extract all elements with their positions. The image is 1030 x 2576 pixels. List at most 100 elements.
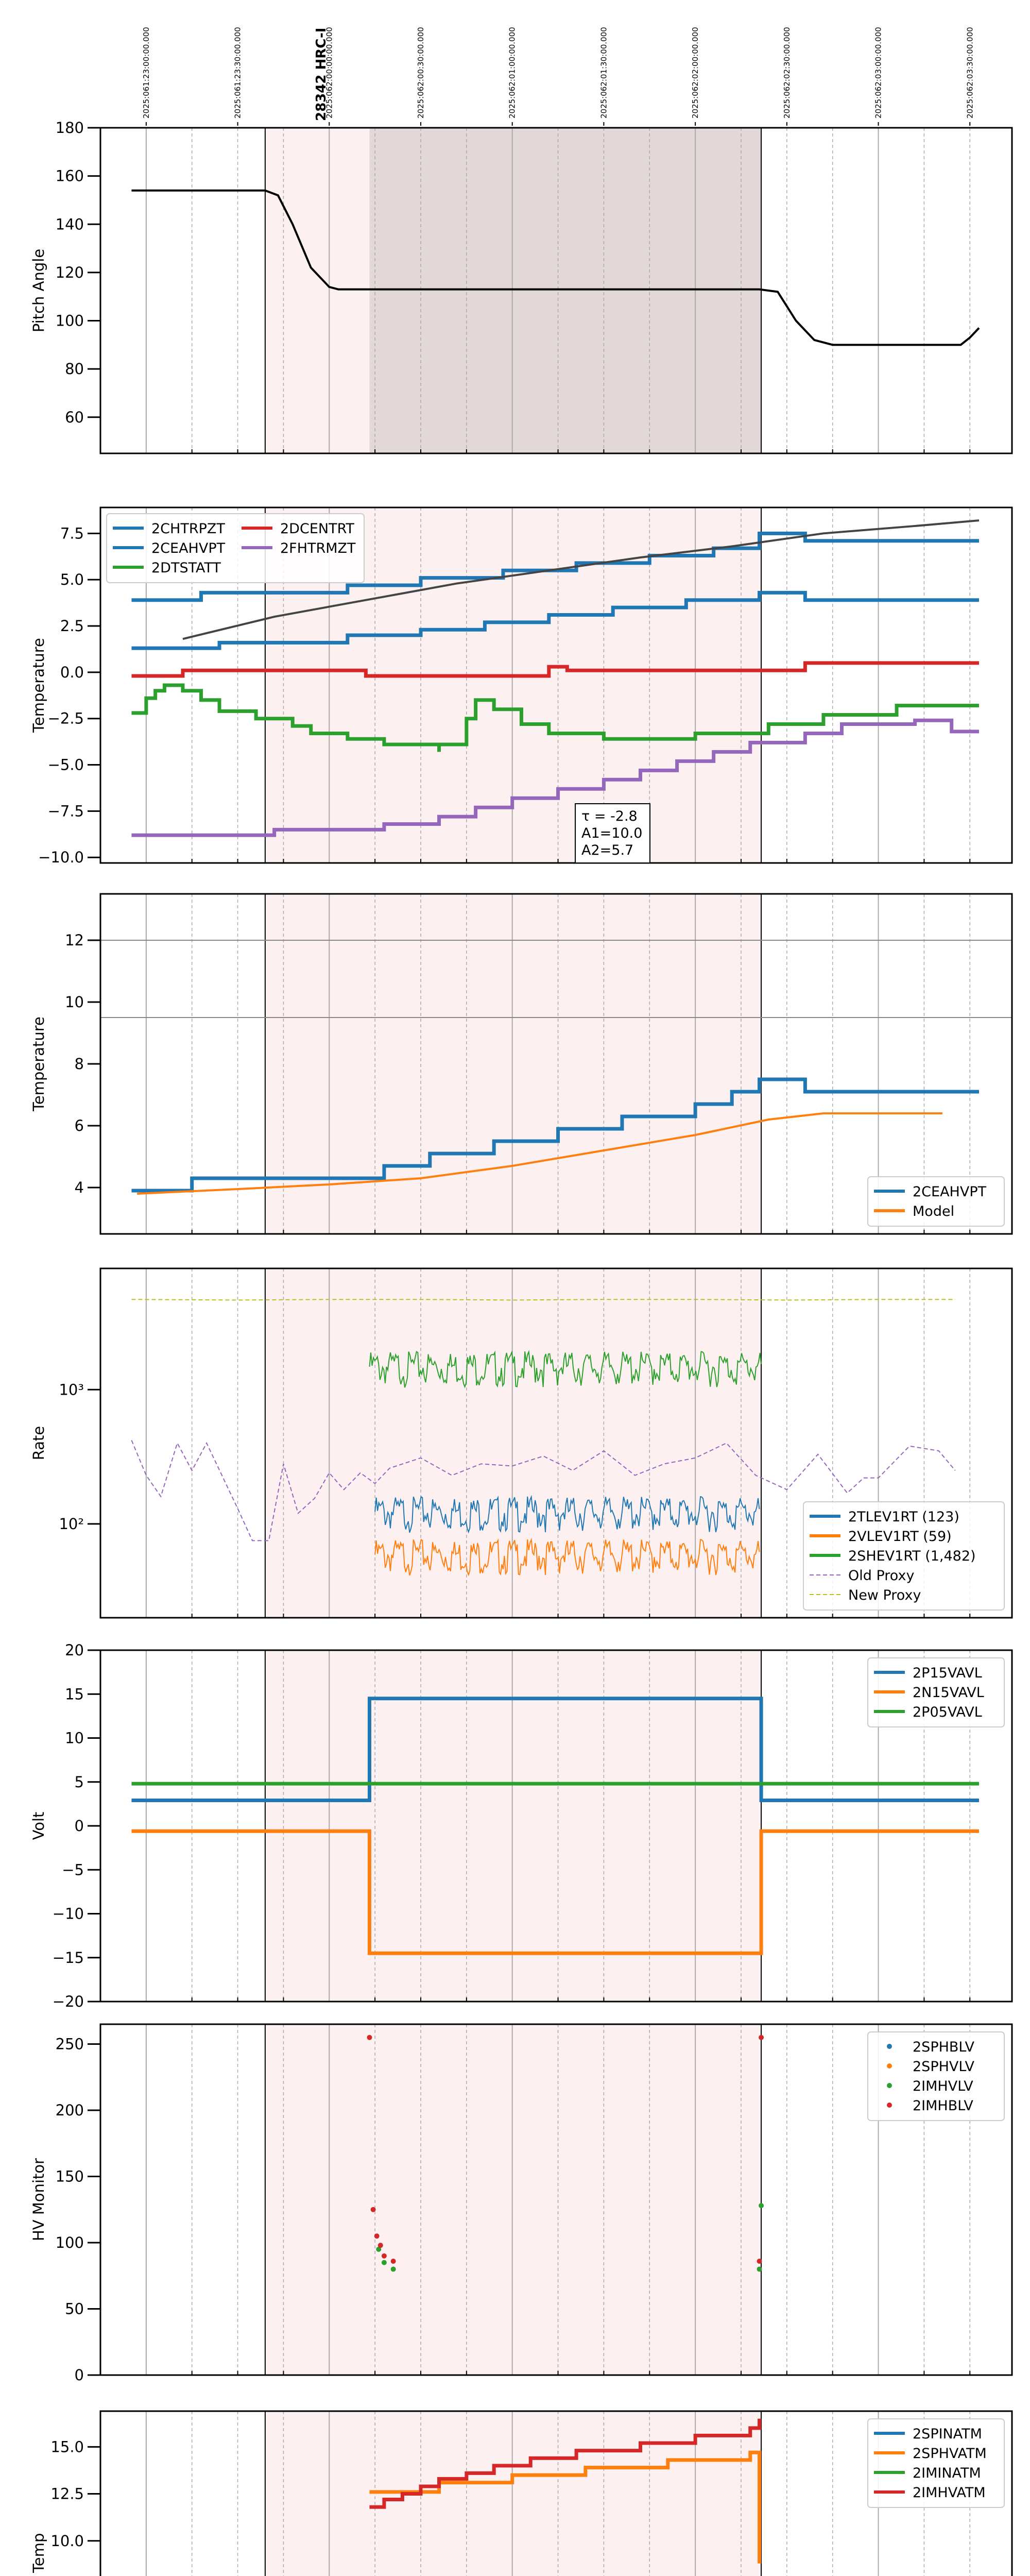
- y-tick-label: 100: [56, 2234, 84, 2251]
- series-line: [131, 1440, 956, 1541]
- legend-box: [803, 1501, 1005, 1611]
- axes-frame: [99, 1649, 1013, 2003]
- y-axis-label: Pitch Angle: [30, 249, 47, 332]
- legend-box: [867, 1657, 1005, 1727]
- legend-label: 2VLEV1RT (59): [848, 1529, 952, 1545]
- top-time-label: 2025:062:00:00:00.000: [324, 27, 334, 118]
- series-line: [131, 1697, 980, 1803]
- legend-label: 2IMHVATM: [913, 2485, 986, 2501]
- legend-box: [867, 2418, 1005, 2508]
- series-line: [131, 718, 980, 837]
- y-axis-label: Temperature: [30, 1016, 47, 1112]
- legend-label: 2SPINATM: [913, 2426, 982, 2442]
- top-time-label: 2025:062:02:30:00.000: [782, 27, 792, 118]
- legend-label: 2TLEV1RT (123): [848, 1509, 959, 1525]
- axes-frame: [99, 2023, 1013, 2376]
- y-tick-label: −7.5: [48, 802, 84, 820]
- y-tick-label: 0.0: [60, 664, 84, 681]
- y-tick-label: 50: [65, 2300, 84, 2318]
- y-tick-label: 0: [75, 1817, 84, 1835]
- panel-4: 10² 10³ Rate 2TLEV1RT (123) 2VLEV1RT (59) 2SH…: [30, 1267, 1013, 1619]
- legend-label: Model: [913, 1204, 954, 1219]
- legend-label: 2SPHVATM: [913, 2446, 987, 2462]
- data-point: [367, 2035, 372, 2040]
- y-tick-label: −5: [62, 1861, 84, 1878]
- top-time-label: 2025:062:03:30:00.000: [965, 27, 974, 118]
- y-axis-label: Volt: [30, 1812, 47, 1840]
- legend: 2SPINATM 2SPHVATM 2IMINATM 2IMHVATM: [867, 2418, 1005, 2508]
- top-time-labels: 2025:061:23:00:00.000 2025:061:23:30:00.0…: [142, 27, 974, 126]
- observation-shade: [265, 1268, 762, 1618]
- y-axis-label: Detector Temp: [30, 2533, 47, 2576]
- legend-label: 2IMINATM: [913, 2465, 981, 2481]
- y-tick-label: 200: [56, 2102, 84, 2119]
- axes-frame: [99, 2410, 1013, 2576]
- series-line: [131, 189, 980, 346]
- legend-label: Old Proxy: [848, 1568, 914, 1584]
- panel-2: −10.0 −7.5 −5.0 −2.5 0.0 2.5 5.0 7.5 Temperature…: [30, 506, 1013, 866]
- y-tick-label: −20: [53, 1993, 84, 2010]
- y-tick-label: −10: [53, 1905, 84, 1923]
- y-tick-label: 10³: [59, 1381, 84, 1398]
- y-tick-label: 5.0: [60, 571, 84, 588]
- legend-label: 2CEAHVPT: [913, 1184, 987, 1200]
- legend-label: 2N15VAVL: [913, 1685, 984, 1701]
- y-tick-label: 150: [56, 2168, 84, 2185]
- data-point: [374, 2233, 380, 2239]
- series-line: [369, 1349, 762, 1388]
- series-line: [374, 1537, 760, 1577]
- y-tick-label: 6: [75, 1117, 84, 1134]
- y-axis-label: Temperature: [30, 638, 47, 733]
- legend: 2P15VAVL 2N15VAVL 2P05VAVL: [867, 1657, 1005, 1727]
- top-time-label: 2025:062:00:30:00.000: [416, 27, 425, 118]
- data-point: [390, 2258, 396, 2264]
- series-line: [131, 661, 980, 678]
- top-time-label: 2025:062:03:00:00.000: [874, 27, 883, 118]
- panel-3: 4 6 8 10 12 Temperature 2CEAHVPT Model: [30, 893, 1013, 1235]
- axes-frame: [99, 1267, 1013, 1619]
- y-tick-label: 5: [75, 1773, 84, 1791]
- legend: 2CEAHVPT Model: [867, 1176, 1005, 1227]
- legend-label: 2FHTRMZT: [280, 540, 356, 556]
- panel-1: 60 80 100 120 140 160 180 Pitch Angle: [30, 119, 1013, 454]
- y-tick-label: 160: [56, 167, 84, 185]
- observation-shade: [265, 2411, 762, 2576]
- legend-label: 2CHTRPZT: [151, 521, 225, 537]
- data-point: [390, 2266, 396, 2272]
- legend-marker: [887, 2103, 892, 2108]
- y-tick-label: 8: [75, 1055, 84, 1073]
- top-time-label: 2025:062:02:00:00.000: [691, 27, 700, 118]
- legend-label: 2IMHVLV: [913, 2078, 973, 2094]
- series-line: [131, 1299, 955, 1301]
- series-line: [131, 1077, 980, 1193]
- legend: 2SPHBLV 2SPHVLV 2IMHVLV 2IMHBLV: [867, 2031, 1005, 2121]
- legend-marker: [887, 2044, 892, 2049]
- y-tick-label: 12.5: [50, 2485, 84, 2503]
- series-line: [182, 519, 980, 640]
- data-point: [381, 2260, 387, 2265]
- fit-annotation-A1: A1=10.0: [581, 825, 642, 841]
- fit-annotation-tau: τ = -2.8: [581, 808, 638, 824]
- y-tick-label: 100: [56, 312, 84, 330]
- y-tick-label: 10: [65, 1730, 84, 1747]
- y-tick-label: 80: [65, 360, 84, 378]
- y-tick-label: 250: [56, 2036, 84, 2053]
- legend-marker: [887, 2063, 892, 2069]
- data-point: [757, 2258, 762, 2264]
- legend-label: 2IMHBLV: [913, 2098, 973, 2114]
- y-tick-label: 20: [65, 1641, 84, 1659]
- data-point: [757, 2266, 762, 2272]
- data-point: [376, 2246, 382, 2252]
- y-tick-label: 0: [75, 2366, 84, 2384]
- legend-label: 2SPHVLV: [913, 2059, 974, 2075]
- legend-label: 2DCENTRT: [280, 521, 354, 537]
- legend-label: 2P15VAVL: [913, 1665, 982, 1681]
- top-time-label: 2025:062:01:30:00.000: [599, 27, 608, 118]
- series-line: [131, 1829, 980, 1955]
- data-point: [370, 2207, 376, 2212]
- y-tick-label: −10.0: [38, 849, 84, 866]
- legend-label: 2SHEV1RT (1,482): [848, 1548, 976, 1564]
- y-tick-label: 120: [56, 264, 84, 281]
- fit-annotation-A2: A2=5.7: [581, 842, 633, 858]
